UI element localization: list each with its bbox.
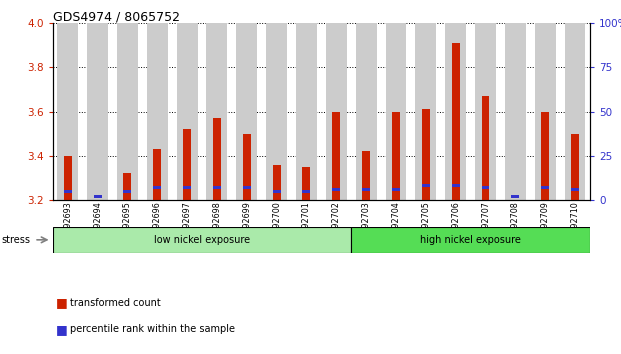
Text: percentile rank within the sample: percentile rank within the sample [70, 324, 235, 334]
Bar [296, 23, 317, 200]
Bar [243, 186, 251, 189]
Bar [351, 227, 590, 253]
Bar [505, 23, 526, 200]
Bar [53, 227, 351, 253]
Text: transformed count: transformed count [70, 298, 160, 308]
Bar [445, 23, 466, 200]
Bar [564, 23, 586, 200]
Bar [57, 23, 78, 200]
Text: low nickel exposure: low nickel exposure [154, 235, 250, 245]
Bar [386, 23, 406, 200]
Bar [153, 186, 161, 189]
Bar [176, 23, 197, 200]
Bar [481, 96, 489, 200]
Bar [64, 190, 71, 193]
Bar [213, 186, 221, 189]
Bar [451, 43, 460, 200]
Bar [542, 186, 549, 189]
Bar [302, 190, 310, 193]
Bar [392, 188, 400, 191]
Bar [392, 112, 400, 200]
Bar [124, 190, 132, 193]
Bar [451, 184, 460, 187]
Bar [571, 188, 579, 191]
Text: GDS4974 / 8065752: GDS4974 / 8065752 [53, 11, 180, 24]
Bar [87, 23, 108, 200]
Bar [332, 188, 340, 191]
Bar [183, 186, 191, 189]
Bar [94, 195, 101, 198]
Bar [332, 112, 340, 200]
Bar [302, 167, 310, 200]
Bar [183, 129, 191, 200]
Bar [124, 173, 132, 200]
Bar [356, 23, 376, 200]
Bar [415, 23, 437, 200]
Bar [213, 118, 221, 200]
Bar [237, 23, 257, 200]
Bar [422, 109, 430, 200]
Text: stress: stress [2, 235, 31, 245]
Bar [542, 112, 549, 200]
Bar [362, 152, 370, 200]
Bar [535, 23, 556, 200]
Text: high nickel exposure: high nickel exposure [420, 235, 521, 245]
Bar [153, 149, 161, 200]
Bar [147, 23, 168, 200]
Bar [511, 195, 519, 198]
Bar [273, 165, 281, 200]
Bar [571, 134, 579, 200]
Bar [362, 188, 370, 191]
Text: ■: ■ [56, 296, 68, 309]
Bar [117, 23, 138, 200]
Text: ■: ■ [56, 323, 68, 336]
Bar [475, 23, 496, 200]
Bar [206, 23, 227, 200]
Bar [326, 23, 347, 200]
Bar [273, 190, 281, 193]
Bar [481, 186, 489, 189]
Bar [243, 134, 251, 200]
Bar [422, 184, 430, 187]
Bar [266, 23, 287, 200]
Bar [64, 156, 71, 200]
